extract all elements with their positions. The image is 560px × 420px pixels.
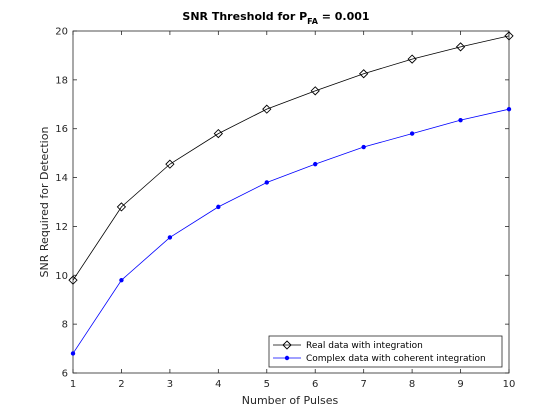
x-tick-label-3: 3 (167, 379, 173, 390)
series-2-point-8 (409, 131, 415, 136)
x-tick-label-2: 2 (118, 379, 124, 390)
series-1-point-9 (455, 42, 466, 52)
legend-label-2: Complex data with coherent integration (306, 354, 486, 364)
series-1-point-3 (165, 159, 175, 169)
series-2-line (72, 108, 510, 354)
y-tick-label-16: 16 (55, 124, 68, 135)
x-tick-label-8: 8 (409, 379, 415, 390)
axes-box (72, 30, 510, 374)
series-1-point-4 (213, 128, 223, 139)
legend-label-1: Real data with integration (306, 341, 423, 351)
series-2-point-2 (119, 277, 124, 283)
series-2-point-5 (264, 180, 269, 185)
x-tick-label-4: 4 (215, 379, 221, 390)
y-tick-label-6: 6 (62, 369, 68, 380)
x-tick-label-7: 7 (360, 379, 366, 390)
series-2-point-1 (70, 351, 76, 356)
series-1-line (72, 35, 510, 281)
y-tick-label-20: 20 (55, 27, 68, 38)
legend-box (268, 335, 503, 368)
y-tick-label-12: 12 (55, 222, 68, 233)
y-tick-label-18: 18 (55, 75, 68, 86)
series-1-point-5 (262, 104, 272, 114)
x-tick-label-5: 5 (264, 379, 270, 390)
y-tick-label-14: 14 (55, 173, 68, 184)
x-tick-label-1: 1 (70, 379, 76, 390)
y-tick-label-8: 8 (62, 320, 68, 331)
svg-text:SNR Threshold for PFA = 0.001: SNR Threshold for PFA = 0.001 (182, 10, 369, 26)
series-2-point-3 (167, 235, 173, 240)
series-1-point-6 (310, 86, 320, 96)
title-suffix: = 0.001 (318, 10, 370, 23)
series-1-point-8 (407, 54, 417, 64)
series-2-point-10 (506, 106, 512, 112)
title-subscript: FA (307, 17, 319, 26)
legend-marker-1 (282, 340, 292, 350)
series-1-point-2 (116, 202, 127, 212)
x-tick-label-6: 6 (312, 379, 318, 390)
y-tick-label-10: 10 (55, 271, 68, 282)
x-tick-label-10: 10 (503, 379, 516, 390)
series-2-point-6 (313, 161, 318, 167)
x-tick-label-9: 9 (457, 379, 463, 390)
series-2-point-7 (361, 144, 366, 150)
series-1-point-7 (359, 69, 369, 79)
x-axis-label: Number of Pulses (242, 394, 339, 407)
legend: Real data with integration Complex data w… (268, 335, 503, 368)
series-1-point-10 (504, 31, 514, 41)
series-2-point-9 (458, 117, 463, 123)
series-1-point-1 (68, 275, 78, 285)
title-main: SNR Threshold for P (182, 10, 307, 23)
legend-marker-2 (284, 355, 290, 361)
y-axis-label: SNR Required for Detection (38, 127, 51, 278)
series-2-point-4 (216, 204, 221, 210)
chart-title: SNR Threshold for PFA = 0.001 (182, 10, 369, 26)
series-2 (70, 106, 512, 356)
series-1 (68, 31, 514, 285)
